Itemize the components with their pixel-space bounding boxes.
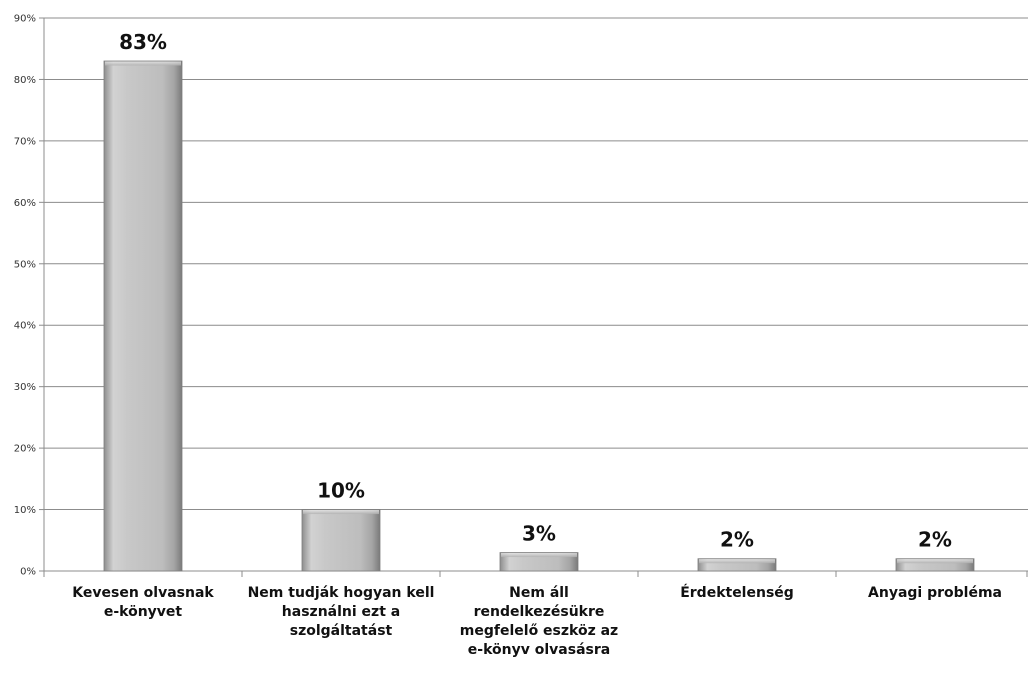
bar-top-bevel	[699, 559, 775, 564]
data-label: 83%	[119, 30, 167, 54]
y-tick-label: 10%	[14, 505, 36, 516]
y-tick-label: 60%	[14, 198, 36, 209]
y-tick-label: 20%	[14, 444, 36, 455]
data-label: 2%	[720, 528, 754, 552]
y-tick-label: 0%	[20, 567, 36, 578]
y-tick-label: 50%	[14, 259, 36, 270]
x-category-label: Nem tudják hogyan kell használni ezt a s…	[247, 585, 435, 639]
y-tick-label: 90%	[14, 14, 36, 25]
x-category-label: Nem áll rendelkezésükre megfelelő eszköz…	[459, 585, 619, 658]
x-category-label: Kevesen olvasnak e-könyvet	[72, 585, 214, 620]
bar-top-bevel	[501, 553, 577, 558]
data-label-bg	[309, 475, 373, 506]
bar	[301, 509, 381, 572]
bar	[499, 552, 579, 572]
data-label-bg	[705, 524, 769, 555]
bars	[103, 60, 975, 572]
data-label-bg	[903, 524, 967, 555]
data-labels: 83% 10% 3% 2% 2%	[111, 27, 967, 555]
y-axis-ticks: 0% 10% 20% 30% 40% 50% 60% 70% 80% 90%	[14, 14, 44, 578]
bar-top-bevel	[303, 510, 379, 515]
bar-top-bevel	[897, 559, 973, 564]
data-label: 3%	[522, 522, 556, 546]
axes	[43, 18, 1028, 577]
data-label: 10%	[317, 479, 365, 503]
data-label-bg	[507, 518, 571, 549]
y-tick-label: 40%	[14, 321, 36, 332]
x-category-label: Anyagi probléma	[868, 585, 1002, 601]
data-label: 2%	[918, 528, 952, 552]
x-category-label: Érdektelenség	[680, 585, 794, 601]
data-label-bg	[111, 27, 175, 58]
y-tick-label: 70%	[14, 136, 36, 147]
y-tick-label: 30%	[14, 382, 36, 393]
bar-top-bevel	[105, 61, 181, 66]
bar	[103, 60, 183, 572]
gridlines	[44, 17, 1028, 511]
y-tick-label: 80%	[14, 75, 36, 86]
